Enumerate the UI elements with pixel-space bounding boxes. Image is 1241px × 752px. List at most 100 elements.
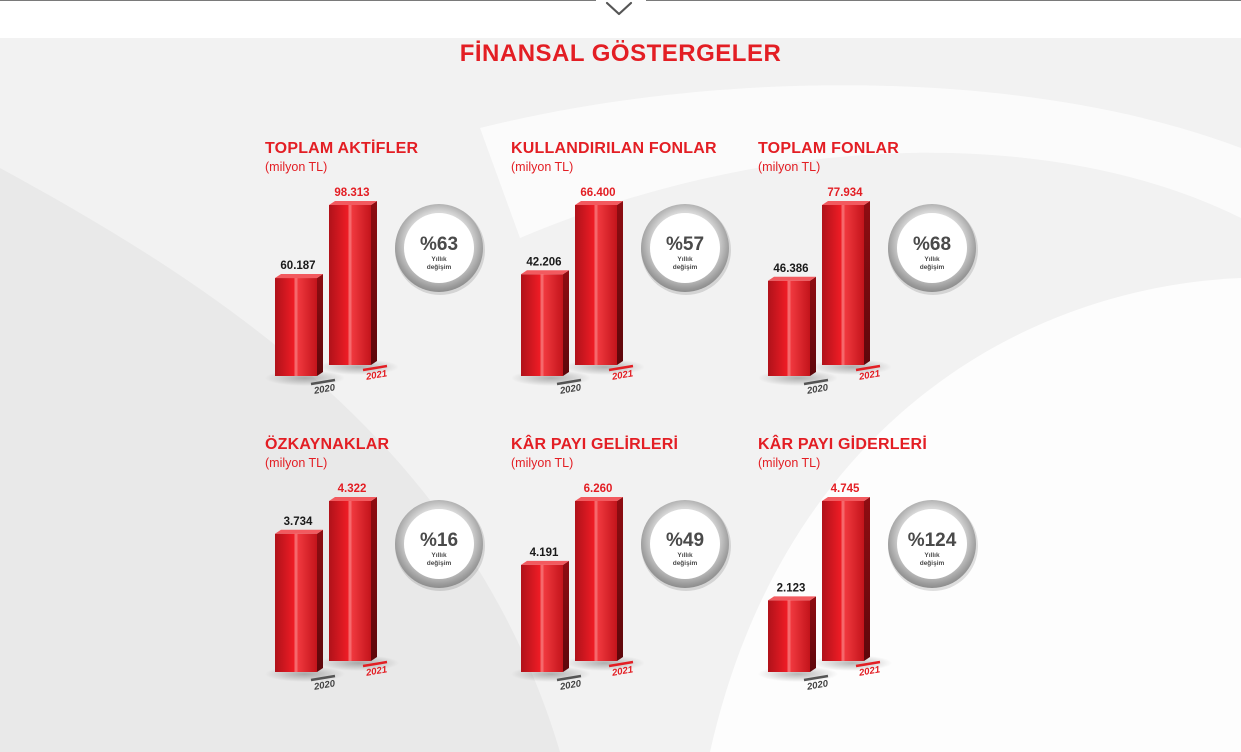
bar-highlight	[540, 564, 544, 672]
bar-2020	[275, 529, 323, 672]
bar-top	[768, 596, 816, 601]
bar-2020	[768, 276, 816, 376]
bar-value-label: 60.187	[280, 260, 315, 272]
change-label: Yıllık	[924, 256, 940, 263]
change-percent: %63	[420, 234, 458, 255]
chart-panel: KULLANDIRILAN FONLAR (milyon TL) 42.206 66.…	[511, 140, 751, 410]
bar-2021	[575, 201, 623, 365]
bar-side	[563, 560, 569, 672]
top-divider-right	[646, 0, 1241, 1]
change-percent: %68	[913, 234, 951, 255]
bar-top	[329, 201, 377, 205]
change-label: Yıllık	[431, 256, 447, 263]
bar-value-label: 4.322	[338, 483, 367, 495]
chart-title: ÖZKAYNAKLAR	[265, 436, 390, 453]
year-underline	[310, 378, 336, 386]
year-underline	[803, 378, 829, 386]
year-underline	[855, 364, 881, 372]
bar-top	[275, 274, 323, 279]
year-label: 2021	[364, 368, 388, 383]
bar-side	[617, 497, 623, 661]
year-label: 2021	[610, 664, 634, 679]
top-bar	[0, 0, 1241, 38]
bar-side	[810, 596, 816, 672]
bar-side	[864, 497, 870, 661]
year-underline	[803, 674, 829, 682]
year-underline	[310, 674, 336, 682]
change-label: değişim	[920, 560, 945, 567]
bar-side	[810, 276, 816, 376]
bar-2021	[822, 201, 870, 365]
year-underline	[362, 660, 388, 668]
badge-face	[404, 509, 474, 579]
bar-value-label: 3.734	[284, 516, 313, 528]
bar-value-label: 6.260	[584, 483, 613, 495]
badge-face	[404, 213, 474, 283]
change-label: Yıllık	[924, 552, 940, 559]
year-label: 2021	[857, 664, 881, 679]
top-divider-left	[0, 0, 596, 1]
bar-top	[822, 497, 870, 501]
bar-highlight	[841, 205, 845, 365]
year-underline	[362, 364, 388, 372]
chart-subtitle: (milyon TL)	[758, 160, 821, 174]
bar-top	[275, 529, 323, 534]
bar-2020	[275, 274, 323, 376]
bar-highlight	[294, 533, 298, 672]
bar-side	[317, 529, 323, 672]
year-label: 2021	[364, 664, 388, 679]
badge-face	[897, 509, 967, 579]
chart-subtitle: (milyon TL)	[265, 456, 328, 470]
year-label: 2020	[805, 382, 829, 397]
change-label: Yıllık	[677, 552, 693, 559]
year-underline	[556, 674, 582, 682]
year-label: 2020	[558, 678, 582, 693]
badge-face	[650, 213, 720, 283]
chart-panel: ÖZKAYNAKLAR (milyon TL) 3.734 4.322 2020 2021…	[265, 436, 505, 706]
year-underline	[608, 364, 634, 372]
bar-top	[521, 560, 569, 565]
change-label: değişim	[427, 264, 452, 271]
change-percent: %49	[666, 530, 704, 551]
bar-highlight	[294, 278, 298, 376]
year-label: 2020	[312, 678, 336, 693]
change-label: değişim	[427, 560, 452, 567]
year-label: 2020	[312, 382, 336, 397]
bar-value-label: 4.745	[831, 483, 860, 495]
change-percent: %16	[420, 530, 458, 551]
bar-value-label: 66.400	[580, 187, 615, 199]
chart-subtitle: (milyon TL)	[511, 456, 574, 470]
bar-2021	[822, 497, 870, 661]
badge-face	[650, 509, 720, 579]
bar-value-label: 98.313	[334, 187, 369, 199]
bar-top	[575, 201, 623, 205]
year-label: 2021	[857, 368, 881, 383]
change-label: değişim	[673, 560, 698, 567]
bar-side	[317, 274, 323, 376]
bar-value-label: 4.191	[530, 547, 559, 559]
year-label: 2020	[558, 382, 582, 397]
change-percent: %124	[908, 530, 957, 551]
bar-side	[563, 270, 569, 376]
chart-panel: TOPLAM AKTİFLER (milyon TL) 60.187 98.313 20…	[265, 140, 505, 410]
bar-value-label: 46.386	[773, 263, 808, 275]
chart-subtitle: (milyon TL)	[265, 160, 328, 174]
bar-value-label: 77.934	[827, 187, 863, 199]
bar-top	[768, 276, 816, 281]
bar-2021	[575, 497, 623, 661]
chart-title: TOPLAM AKTİFLER	[265, 140, 419, 157]
bar-highlight	[594, 205, 598, 365]
bar-highlight	[348, 501, 352, 661]
chevron-down-icon[interactable]	[603, 0, 635, 20]
chart-subtitle: (milyon TL)	[511, 160, 574, 174]
change-label: Yıllık	[431, 552, 447, 559]
chart-title: KÂR PAYI GELİRLERİ	[511, 436, 679, 453]
chart-panel: KÂR PAYI GİDERLERİ (milyon TL) 2.123 4.745 2…	[758, 436, 998, 706]
bar-2020	[768, 596, 816, 672]
chart-panel: TOPLAM FONLAR (milyon TL) 46.386 77.934 2020…	[758, 140, 998, 410]
